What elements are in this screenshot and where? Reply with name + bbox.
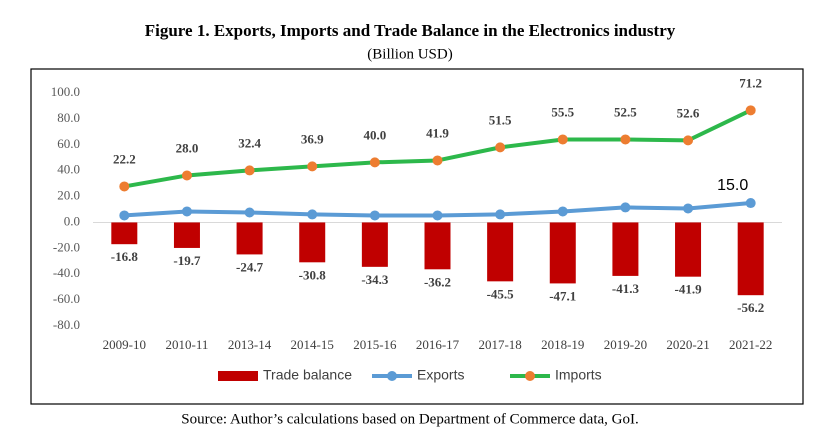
point xyxy=(683,203,694,214)
chart-frame xyxy=(30,68,804,405)
point xyxy=(119,181,130,192)
chart-title: Figure 1. Exports, Imports and Trade Bal… xyxy=(145,21,676,40)
y-tick-label: 60.0 xyxy=(57,136,80,151)
x-tick-label: 2014-15 xyxy=(291,337,334,352)
bar xyxy=(675,222,702,277)
point xyxy=(745,198,756,209)
y-tick-label: -40.0 xyxy=(53,265,80,280)
import-label: 32.4 xyxy=(238,135,261,150)
x-tick-label: 2021-22 xyxy=(729,337,772,352)
bar-value-label: -41.3 xyxy=(612,281,640,296)
x-tick-label: 2015-16 xyxy=(353,337,397,352)
bar xyxy=(549,222,576,284)
import-label: 41.9 xyxy=(426,125,449,140)
point xyxy=(683,135,694,146)
point xyxy=(620,134,631,145)
legend-swatch xyxy=(218,371,258,381)
point xyxy=(119,210,130,221)
legend-label: Exports xyxy=(417,367,464,383)
bar xyxy=(111,222,138,245)
point xyxy=(495,209,506,220)
bar xyxy=(612,222,639,276)
bar-value-label: -30.8 xyxy=(299,267,327,282)
bar xyxy=(487,222,514,282)
chart-subtitle: (Billion USD) xyxy=(367,46,452,62)
y-tick-label: 80.0 xyxy=(57,110,80,125)
x-tick-label: 2010-11 xyxy=(166,337,209,352)
bar xyxy=(361,222,388,267)
import-label: 36.9 xyxy=(301,131,324,146)
legend-marker xyxy=(525,371,535,381)
bar-value-label: -24.7 xyxy=(236,259,264,274)
bar xyxy=(236,222,263,255)
point xyxy=(244,207,255,218)
y-tick-label: -80.0 xyxy=(53,317,80,332)
line xyxy=(123,108,752,189)
bar-value-label: -41.9 xyxy=(674,282,702,297)
x-tick-label: 2016-17 xyxy=(416,337,460,352)
bar-value-label: -19.7 xyxy=(173,253,201,268)
import-label: 22.2 xyxy=(113,151,136,166)
bar-value-label: -47.1 xyxy=(549,288,576,303)
point xyxy=(557,206,568,217)
import-label: 52.5 xyxy=(614,104,637,119)
legend-marker xyxy=(387,371,397,381)
legend-label: Imports xyxy=(555,367,602,383)
point xyxy=(745,105,756,116)
point xyxy=(620,202,631,213)
bar xyxy=(299,222,326,263)
point xyxy=(181,170,192,181)
legend-label: Trade balance xyxy=(263,367,352,383)
x-tick-label: 2017-18 xyxy=(478,337,521,352)
exports-label: 15.0 xyxy=(717,177,748,194)
x-tick-label: 2018-19 xyxy=(541,337,584,352)
x-tick-label: 2013-14 xyxy=(228,337,272,352)
x-tick-label: 2019-20 xyxy=(604,337,647,352)
y-tick-label: -20.0 xyxy=(53,239,80,254)
point xyxy=(369,157,380,168)
x-tick-label: 2009-10 xyxy=(103,337,146,352)
import-label: 52.6 xyxy=(677,105,700,120)
y-tick-label: 100.0 xyxy=(51,84,80,99)
point xyxy=(307,161,318,172)
point xyxy=(244,165,255,176)
y-tick-label: 40.0 xyxy=(57,162,80,177)
point xyxy=(495,142,506,153)
y-tick-label: 20.0 xyxy=(57,188,80,203)
point xyxy=(432,210,443,221)
point xyxy=(307,209,318,220)
bar-value-label: -36.2 xyxy=(424,274,451,289)
point xyxy=(369,210,380,221)
bar xyxy=(173,222,200,248)
import-label: 40.0 xyxy=(363,127,386,142)
bar-value-label: -45.5 xyxy=(487,286,515,301)
y-tick-label: -60.0 xyxy=(53,291,80,306)
import-label: 28.0 xyxy=(176,140,199,155)
bar xyxy=(424,222,451,270)
bar-value-label: -16.8 xyxy=(111,249,139,264)
point xyxy=(557,134,568,145)
y-tick-label: 0.0 xyxy=(64,213,80,228)
bar-value-label: -56.2 xyxy=(737,300,764,315)
x-tick-label: 2020-21 xyxy=(666,337,709,352)
point xyxy=(181,206,192,217)
import-label: 71.2 xyxy=(739,75,762,90)
bar xyxy=(737,222,764,296)
import-label: 55.5 xyxy=(551,104,574,119)
bar-value-label: -34.3 xyxy=(361,272,389,287)
source-note: Source: Author’s calculations based on D… xyxy=(181,411,639,427)
point xyxy=(432,155,443,166)
import-label: 51.5 xyxy=(489,112,512,127)
